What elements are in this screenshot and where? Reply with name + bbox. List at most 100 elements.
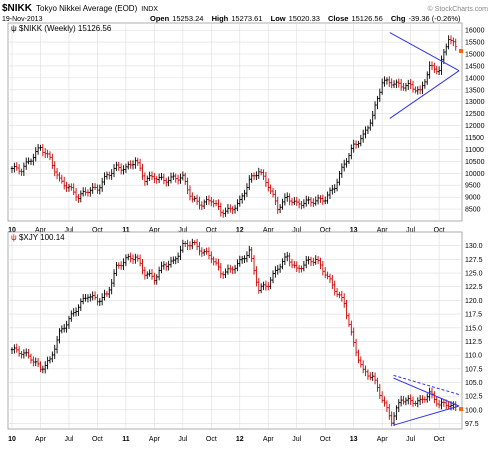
price-bar <box>328 273 332 283</box>
price-bar <box>290 197 294 206</box>
price-bar <box>286 251 289 262</box>
price-bar <box>224 207 227 217</box>
price-bar <box>25 157 28 170</box>
x-tick-label: Apr <box>35 227 47 234</box>
price-bar <box>305 255 308 269</box>
y-tick-label: 105.0 <box>465 380 483 387</box>
price-bar <box>89 187 92 197</box>
price-bar <box>198 241 201 256</box>
price-bar <box>371 110 374 127</box>
price-bar <box>399 395 403 407</box>
price-bar <box>105 171 109 180</box>
price-bar <box>224 268 227 279</box>
price-bar <box>200 247 204 257</box>
price-bar <box>312 257 315 266</box>
price-bar <box>41 365 45 374</box>
yen-price-bars <box>10 238 457 427</box>
price-bar <box>81 294 85 305</box>
price-bar <box>165 262 168 271</box>
price-bar <box>10 347 14 354</box>
price-bar <box>39 361 42 373</box>
price-bar <box>409 394 412 405</box>
price-bar <box>409 79 412 89</box>
price-bar <box>27 157 30 165</box>
price-bar <box>70 310 73 322</box>
price-bar <box>421 395 424 404</box>
price-bar <box>426 71 429 85</box>
copyright: © StockCharts.com <box>428 5 489 13</box>
price-bar <box>226 264 230 275</box>
price-bar <box>283 193 287 206</box>
price-bar <box>124 254 128 267</box>
price-bar <box>309 256 313 267</box>
y-tick-label: 130.0 <box>465 243 483 250</box>
price-bar <box>399 78 403 91</box>
price-bar <box>157 173 161 183</box>
chart-date: 19-Nov-2013 <box>2 16 43 23</box>
price-bar <box>160 261 163 274</box>
price-bar <box>376 95 379 110</box>
price-bar <box>36 143 40 155</box>
x-tick-label: Oct <box>92 227 103 234</box>
price-bar <box>416 86 419 95</box>
price-bar <box>259 283 263 294</box>
symbol: $NIKK <box>2 3 33 14</box>
price-bar <box>44 148 47 159</box>
legend-swatch-icon: ψ <box>11 24 19 33</box>
price-bar <box>435 65 438 75</box>
price-bar <box>286 192 289 202</box>
price-bar <box>63 323 66 333</box>
price-bar <box>243 189 246 201</box>
price-bar <box>262 281 265 291</box>
y-tick-label: 107.5 <box>465 366 483 373</box>
price-bar <box>333 280 336 296</box>
price-bar <box>162 261 166 270</box>
x-tick-label: Jul <box>406 227 415 234</box>
price-bar <box>340 290 344 302</box>
price-bar <box>271 270 275 284</box>
x-tick-label: Oct <box>434 436 445 443</box>
price-bar <box>29 353 33 364</box>
price-bar <box>442 49 446 64</box>
price-bar <box>17 164 21 175</box>
price-bar <box>352 327 355 347</box>
price-bar <box>255 171 258 181</box>
price-bar <box>452 37 455 47</box>
price-bar <box>122 258 125 270</box>
price-bar <box>300 200 303 210</box>
y-tick-label: 115.0 <box>465 325 482 332</box>
price-bar <box>112 164 116 178</box>
price-bar <box>290 259 294 269</box>
price-bar <box>96 294 99 306</box>
price-bar <box>278 204 282 214</box>
price-bar <box>269 277 272 290</box>
price-bar <box>307 196 310 205</box>
price-bar <box>371 371 374 381</box>
y-tick-label: 13000 <box>465 99 485 106</box>
price-bar <box>112 269 116 287</box>
price-bar <box>423 79 427 89</box>
price-bar <box>91 291 94 301</box>
x-tick-label: Jul <box>292 227 301 234</box>
price-bar <box>252 255 256 275</box>
price-bar <box>248 175 251 190</box>
nikkei-x-axis: 10 Apr Jul Oct 11 Apr Jul Oct 12 Apr Jul Oct 13 Apr Ju… <box>8 227 445 234</box>
trendline <box>389 70 460 119</box>
price-bar <box>117 161 120 171</box>
price-bar <box>184 241 187 247</box>
nikkei-panel-label: ψ $NIKK (Weekly) 15126.56 <box>11 24 112 33</box>
price-bar <box>186 239 189 250</box>
price-bar <box>143 172 147 186</box>
price-bar <box>131 160 135 170</box>
price-bar <box>77 194 80 203</box>
price-bar <box>297 198 301 209</box>
price-bar <box>416 397 419 408</box>
price-bar <box>369 372 372 381</box>
nikkei-trendlines <box>389 32 463 119</box>
price-bar <box>110 169 113 180</box>
x-tick-label: Oct <box>434 227 445 234</box>
price-bar <box>55 335 59 354</box>
price-bar <box>148 269 151 277</box>
price-bar <box>267 282 270 291</box>
